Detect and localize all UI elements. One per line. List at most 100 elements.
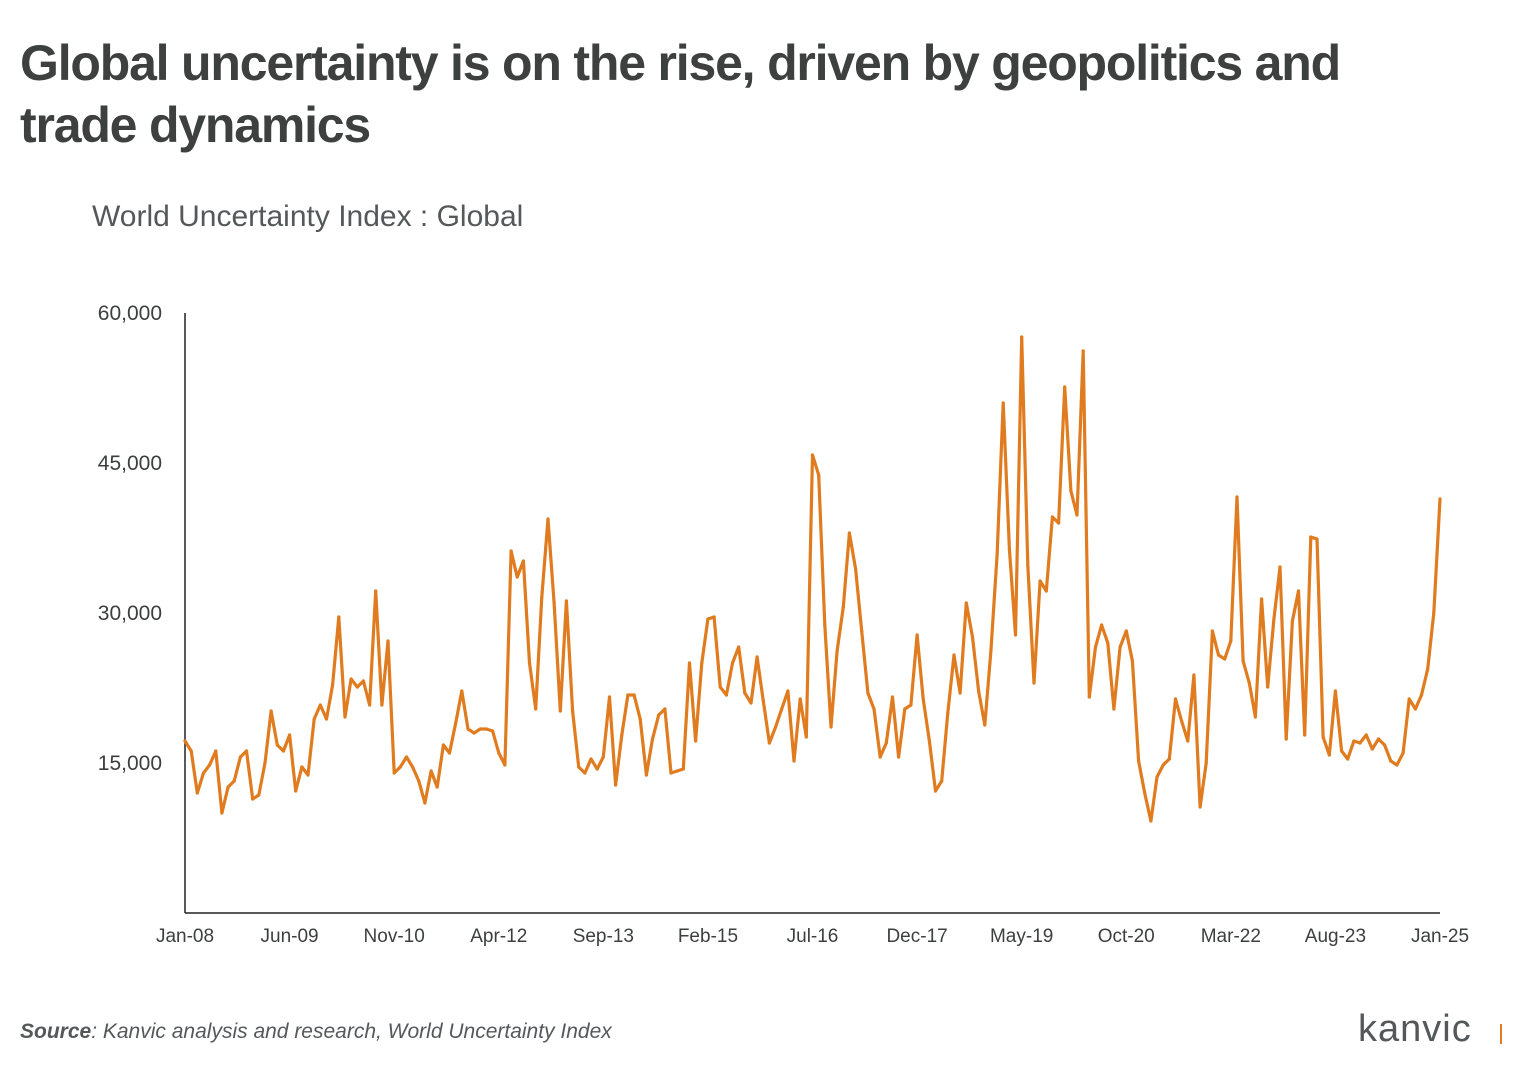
- data-point: [730, 661, 735, 665]
- data-point: [903, 707, 907, 711]
- data-point: [411, 765, 415, 769]
- data-point: [1020, 335, 1024, 339]
- data-point: [521, 559, 526, 563]
- data-point: [897, 755, 901, 759]
- x-tick-label: Aug-23: [1305, 926, 1366, 947]
- data-point: [1093, 645, 1098, 649]
- data-point: [995, 553, 999, 557]
- data-point: [331, 683, 335, 687]
- data-point: [706, 617, 710, 621]
- data-point: [940, 779, 944, 783]
- data-point: [423, 801, 427, 805]
- data-point: [1038, 579, 1042, 583]
- data-point: [368, 703, 372, 707]
- data-point: [577, 765, 581, 769]
- data-point: [1124, 629, 1128, 633]
- data-point: [558, 709, 562, 713]
- data-point: [1100, 623, 1104, 627]
- data-point: [946, 711, 950, 715]
- data-point: [1247, 681, 1251, 685]
- x-tick-label: Oct-20: [1098, 926, 1155, 947]
- data-point: [484, 727, 488, 731]
- data-point: [447, 751, 452, 755]
- data-point: [312, 717, 316, 721]
- data-point: [1260, 597, 1264, 601]
- data-point: [595, 767, 599, 771]
- data-point: [1321, 735, 1325, 739]
- data-point: [552, 601, 556, 605]
- data-point: [694, 739, 698, 743]
- data-point: [527, 661, 532, 665]
- data-point: [355, 685, 359, 689]
- data-point: [798, 697, 802, 701]
- data-point: [1290, 619, 1294, 623]
- data-point: [1389, 759, 1393, 763]
- data-point: [890, 695, 895, 699]
- x-tick-label: Apr-12: [470, 926, 527, 947]
- data-point: [804, 735, 808, 739]
- data-point: [1340, 749, 1344, 753]
- data-point: [743, 691, 747, 695]
- data-point: [663, 707, 667, 711]
- data-point: [1223, 657, 1227, 661]
- data-point: [1050, 515, 1054, 519]
- y-tick-labels: 15,000 30,000 45,000 60,000: [98, 302, 162, 775]
- data-point: [1069, 489, 1073, 493]
- data-point: [1266, 685, 1270, 689]
- data-point: [201, 771, 206, 775]
- data-point: [1419, 693, 1424, 697]
- data-point: [337, 615, 341, 619]
- data-point: [1253, 715, 1257, 719]
- data-point: [958, 691, 962, 695]
- data-point: [1087, 695, 1091, 699]
- data-point: [1112, 707, 1116, 711]
- data-point: [398, 765, 402, 769]
- data-point: [860, 629, 864, 633]
- data-point: [1438, 497, 1442, 501]
- data-point: [786, 689, 790, 693]
- data-point: [1204, 761, 1208, 765]
- x-tick-label: Nov-10: [364, 926, 425, 947]
- data-point: [1075, 513, 1079, 517]
- data-point: [435, 785, 439, 789]
- data-point: [1167, 757, 1171, 761]
- data-point: [1376, 737, 1381, 741]
- data-point: [1106, 641, 1110, 645]
- logo-accent-bar: [1500, 1024, 1502, 1044]
- data-point: [657, 713, 661, 717]
- data-point: [244, 749, 249, 753]
- data-point: [324, 717, 329, 721]
- data-point: [1383, 743, 1387, 747]
- data-point: [441, 743, 445, 747]
- x-tick-label: Jun-09: [261, 926, 319, 947]
- data-point: [1155, 775, 1159, 779]
- x-tick-labels: Jan-08 Jun-09 Nov-10 Apr-12 Sep-13 Feb-15 Jul-…: [156, 926, 1469, 947]
- data-point: [1198, 805, 1202, 809]
- data-point: [983, 723, 987, 727]
- data-point: [952, 653, 956, 657]
- data-point: [546, 517, 550, 521]
- source-note: Source: Kanvic analysis and research, Wo…: [20, 1020, 612, 1044]
- data-point: [724, 693, 729, 697]
- data-point: [1143, 791, 1147, 795]
- data-point: [1426, 667, 1430, 671]
- data-point: [970, 635, 975, 639]
- data-point: [454, 721, 458, 725]
- data-point: [1149, 819, 1153, 823]
- x-tick-label: Mar-22: [1201, 926, 1261, 947]
- data-point: [1284, 737, 1288, 741]
- data-point: [737, 645, 741, 649]
- data-point: [1364, 733, 1368, 737]
- data-point: [1026, 563, 1030, 567]
- data-point: [1413, 707, 1417, 711]
- data-point: [1186, 739, 1190, 743]
- data-point: [1118, 645, 1122, 649]
- data-point: [841, 605, 845, 609]
- data-point: [386, 639, 390, 643]
- data-point: [1210, 629, 1214, 633]
- data-point: [1137, 759, 1141, 763]
- y-tick-label: 15,000: [98, 752, 162, 775]
- data-point: [497, 751, 501, 755]
- data-point: [1346, 757, 1350, 761]
- data-point: [638, 717, 642, 721]
